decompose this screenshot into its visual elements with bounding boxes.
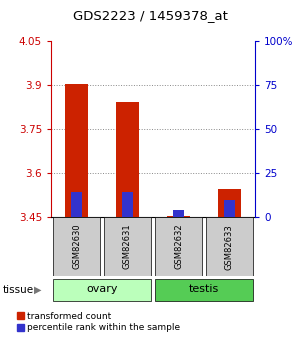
Text: GSM82630: GSM82630: [72, 224, 81, 269]
Text: testis: testis: [189, 284, 219, 294]
Text: ▶: ▶: [34, 285, 41, 295]
Bar: [218, 189, 241, 217]
Bar: [53, 217, 100, 276]
Bar: [167, 216, 190, 217]
Bar: [116, 101, 139, 217]
Legend: transformed count, percentile rank within the sample: transformed count, percentile rank withi…: [16, 312, 181, 332]
Text: GSM82632: GSM82632: [174, 224, 183, 269]
Text: ovary: ovary: [86, 284, 118, 294]
Bar: [53, 279, 151, 300]
Text: GSM82633: GSM82633: [225, 224, 234, 269]
Bar: [173, 210, 184, 217]
Bar: [71, 193, 82, 217]
Bar: [65, 84, 88, 217]
Bar: [224, 200, 235, 217]
Text: tissue: tissue: [3, 285, 34, 295]
Bar: [122, 193, 133, 217]
Bar: [104, 217, 151, 276]
Bar: [155, 279, 253, 300]
Bar: [206, 217, 253, 276]
Text: GDS2223 / 1459378_at: GDS2223 / 1459378_at: [73, 9, 227, 22]
Bar: [155, 217, 202, 276]
Text: GSM82631: GSM82631: [123, 224, 132, 269]
